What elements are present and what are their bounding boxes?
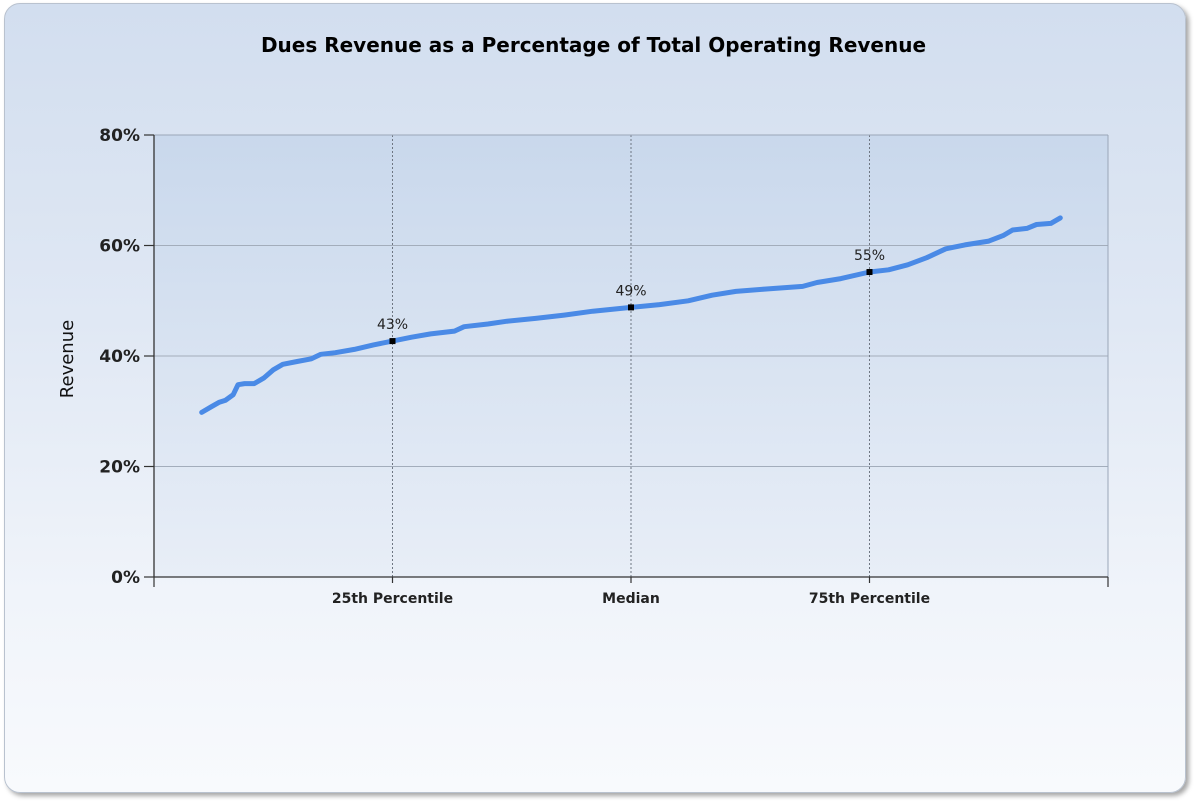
series-line xyxy=(199,215,1063,415)
chart-title: Dues Revenue as a Percentage of Total Op… xyxy=(260,33,927,57)
y-tick-label: 0% xyxy=(111,568,140,588)
y-tick-label: 20% xyxy=(99,458,140,478)
x-tick-label: 25th Percentile xyxy=(332,591,453,607)
x-axis-ticks: 25th Percentile Median 75th Percentile xyxy=(153,577,1109,607)
x-tick-label: Median xyxy=(602,591,660,607)
y-tick-label: 60% xyxy=(99,237,140,257)
y-axis-label: Revenue xyxy=(57,320,78,398)
percentile-marker xyxy=(628,304,634,311)
y-tick-label: 40% xyxy=(99,347,140,367)
data-label: 43% xyxy=(377,317,408,333)
marker-group: 43% 49% 55% xyxy=(377,248,885,345)
y-tick-label: 80% xyxy=(99,126,140,146)
data-label: 49% xyxy=(615,283,646,299)
series-group xyxy=(199,215,1063,415)
percentile-marker xyxy=(866,269,873,276)
x-tick-label: 75th Percentile xyxy=(809,591,930,607)
data-label: 55% xyxy=(854,248,885,264)
y-axis-ticks: 0% 20% 40% 60% 80% xyxy=(99,126,154,588)
percentile-marker xyxy=(389,338,396,345)
